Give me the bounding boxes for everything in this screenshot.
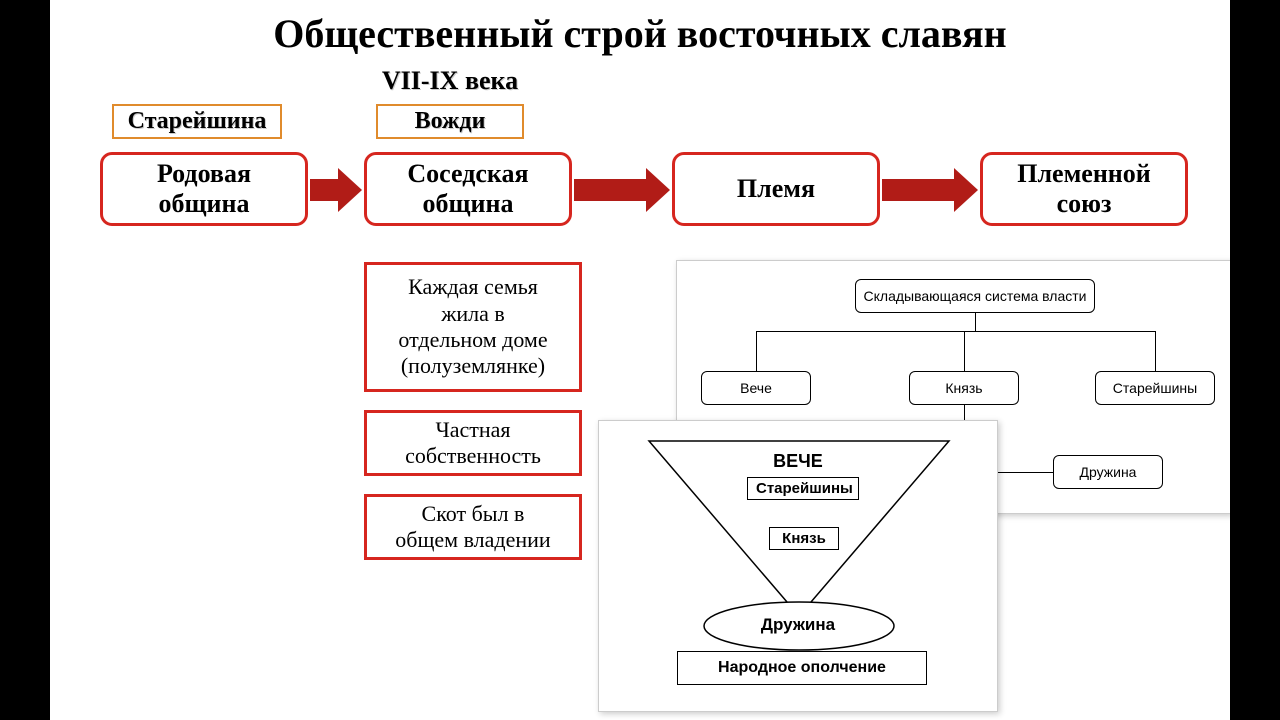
org-node-root: Складывающаяся система власти (855, 279, 1095, 313)
flow-box-0: Родоваяобщина (100, 152, 308, 226)
flow-arrow-2 (882, 168, 978, 212)
org-node-veche: Вече (701, 371, 811, 405)
flow-arrow-0 (310, 168, 362, 212)
leader-box-0: Старейшина (112, 104, 282, 139)
leader-box-1: Вожди (376, 104, 524, 139)
hierarchy-triangle-panel: ВЕЧЕ Старейшины Князь Дружина Народное ополч… (598, 420, 998, 712)
slide: Общественный строй восточных славян VII-… (50, 0, 1230, 720)
info-box-1: Частнаясобственность (364, 410, 582, 476)
org-node-druzhina: Дружина (1053, 455, 1163, 489)
tri-elders-box: Старейшины (747, 477, 859, 500)
org-node-elders: Старейшины (1095, 371, 1215, 405)
tri-knyaz-box: Князь (769, 527, 839, 550)
flow-box-1: Соседскаяобщина (364, 152, 572, 226)
subtitle-dates: VII-IX века (360, 66, 540, 96)
flow-box-3: Племеннойсоюз (980, 152, 1188, 226)
flow-box-2: Племя (672, 152, 880, 226)
tri-militia-box: Народное ополчение (677, 651, 927, 685)
page-title: Общественный строй восточных славян (50, 10, 1230, 57)
info-box-0: Каждая семьяжила вотдельном доме(полузем… (364, 262, 582, 392)
flow-arrow-1 (574, 168, 670, 212)
tri-druzhina-label: Дружина (599, 615, 997, 635)
org-node-knyaz: Князь (909, 371, 1019, 405)
tri-veche-label: ВЕЧЕ (599, 451, 997, 472)
info-box-2: Скот был вобщем владении (364, 494, 582, 560)
